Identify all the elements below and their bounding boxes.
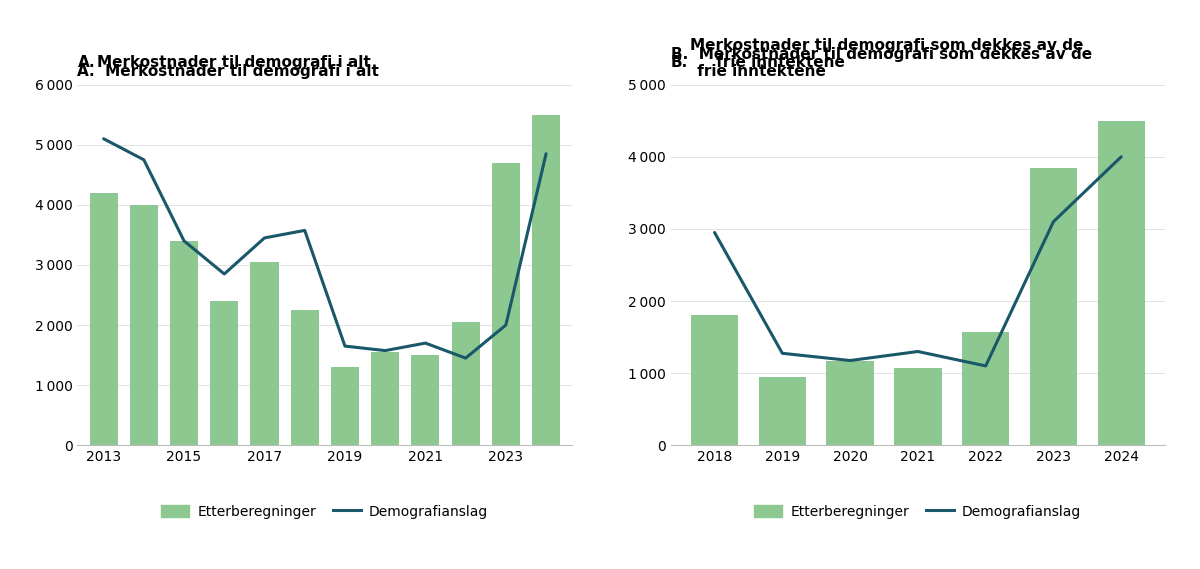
Text: A.: A. xyxy=(78,55,95,70)
Bar xyxy=(170,241,198,446)
Bar xyxy=(251,262,278,446)
Bar xyxy=(492,163,520,446)
Bar xyxy=(691,315,738,446)
Bar xyxy=(290,310,319,446)
Bar xyxy=(371,352,400,446)
Text: B.  Merkostnader til demografi som dekkes av de
     frie inntektene: B. Merkostnader til demografi som dekkes… xyxy=(671,47,1092,79)
Text: Merkostnader til demografi i alt: Merkostnader til demografi i alt xyxy=(97,55,371,70)
Bar xyxy=(1098,121,1145,446)
Legend: Etterberegninger, Demografianslag: Etterberegninger, Demografianslag xyxy=(156,499,494,524)
Text: Merkostnader til demografi som dekkes av de
     frie inntektene: Merkostnader til demografi som dekkes av… xyxy=(690,38,1084,70)
Bar xyxy=(210,301,239,446)
Bar xyxy=(130,205,158,446)
Bar xyxy=(412,355,439,446)
Bar xyxy=(451,322,480,446)
Bar xyxy=(827,361,874,446)
Bar xyxy=(331,367,359,446)
Bar xyxy=(894,368,942,446)
Bar xyxy=(758,377,806,446)
Bar xyxy=(90,193,118,446)
Text: A.  Merkostnader til demografi i alt: A. Merkostnader til demografi i alt xyxy=(78,64,379,79)
Legend: Etterberegninger, Demografianslag: Etterberegninger, Demografianslag xyxy=(749,499,1087,524)
Bar xyxy=(532,115,560,446)
Text: B.: B. xyxy=(671,55,688,70)
Bar xyxy=(962,332,1009,446)
Bar xyxy=(1030,168,1078,446)
